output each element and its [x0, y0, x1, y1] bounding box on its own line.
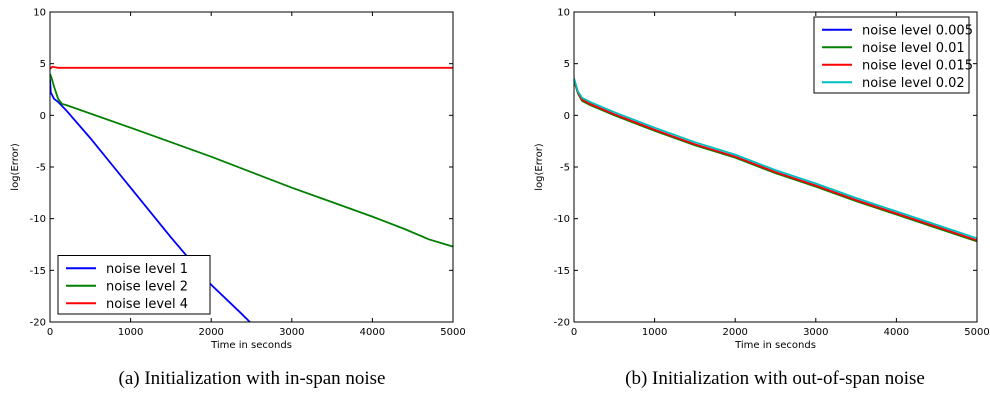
caption-a: (a) Initialization with in-span noise: [118, 368, 386, 389]
y-tick-label: -15: [30, 266, 46, 277]
y-tick-label: -10: [30, 214, 46, 225]
y-tick-label: -5: [36, 163, 46, 174]
y-tick-label: 10: [33, 8, 46, 19]
x-tick-label: 1000: [642, 327, 667, 338]
legend-label: noise level 0.015: [862, 58, 973, 73]
y-axis-label: log(Error): [534, 143, 545, 191]
legend: noise level 1 noise level 2 noise level 4: [57, 255, 211, 315]
caption-b: (b) Initialization with out-of-span nois…: [625, 368, 925, 389]
y-tick-label: -5: [560, 163, 570, 174]
chart-panel-a: 0 1000 2000 3000 4000 5000 -20 -15 -10 -5 0 5 10 Time…: [10, 8, 466, 352]
legend-label: noise level 4: [106, 297, 188, 312]
legend: noise level 0.005 noise level 0.01 noise l…: [813, 16, 973, 94]
x-axis-label: Time in seconds: [210, 340, 292, 351]
x-tick-label: 0: [47, 327, 53, 338]
x-tick-label: 3000: [803, 327, 828, 338]
series-line-3: [50, 65, 453, 70]
x-tick-label: 3000: [279, 327, 304, 338]
y-tick-label: 5: [40, 59, 46, 70]
x-tick-label: 2000: [722, 327, 747, 338]
x-tick-label: 5000: [440, 327, 465, 338]
legend-label: noise level 0.02: [862, 76, 965, 91]
y-tick-label: -10: [554, 214, 570, 225]
x-tick-label: 2000: [198, 327, 223, 338]
series-line-1: [574, 79, 977, 242]
series-line-3: [574, 78, 977, 242]
x-tick-label: 4000: [884, 327, 909, 338]
y-tick-label: -15: [554, 266, 570, 277]
x-tick-label: 5000: [964, 327, 989, 338]
x-tick-label: 1000: [118, 327, 143, 338]
x-axis-label: Time in seconds: [734, 340, 816, 351]
x-tick-label: 4000: [360, 327, 385, 338]
series-line-2: [50, 73, 453, 248]
legend-label: noise level 0.005: [862, 23, 973, 38]
y-tick-label: -20: [30, 318, 46, 329]
legend-label: noise level 2: [106, 279, 188, 294]
y-tick-label: -20: [554, 318, 570, 329]
legend-label: noise level 0.01: [862, 41, 965, 56]
y-axis-label: log(Error): [10, 143, 21, 191]
series-line-1: [50, 79, 251, 322]
y-tick-label: 10: [557, 8, 570, 19]
y-tick-label: 0: [564, 111, 570, 122]
legend-label: noise level 1: [106, 262, 188, 277]
series-line-2: [574, 79, 977, 243]
y-tick-label: 5: [564, 59, 570, 70]
series-line-4: [574, 77, 977, 240]
y-tick-label: 0: [40, 111, 46, 122]
chart-panel-b: 0 1000 2000 3000 4000 5000 -20 -15 -10 -5 0 5 10 Time…: [534, 8, 990, 352]
x-tick-label: 0: [571, 327, 577, 338]
